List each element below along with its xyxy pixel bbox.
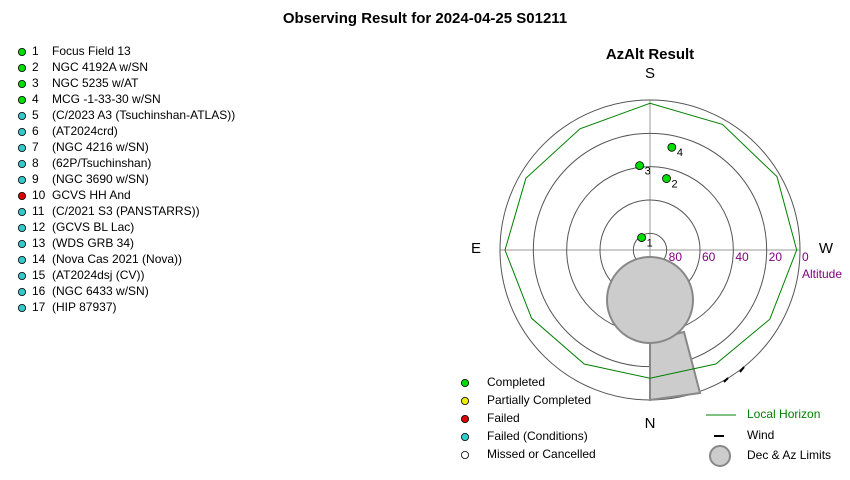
- legend-label: Completed: [487, 375, 545, 389]
- target-number: 1: [32, 44, 39, 58]
- point-label: 3: [645, 166, 651, 178]
- target-number: 16: [32, 284, 46, 298]
- target-name: (C/2023 A3 (Tsuchinshan-ATLAS)): [52, 108, 235, 122]
- status-dot: [17, 48, 26, 57]
- target-name: (AT2024dsj (CV)): [52, 268, 144, 282]
- point-label: 2: [671, 178, 677, 190]
- target-number: 12: [32, 220, 46, 234]
- legend-label: Failed (Conditions): [487, 429, 588, 443]
- status-dot: [17, 191, 26, 200]
- status-dot: [17, 287, 26, 296]
- status-dot: [17, 64, 26, 73]
- target-number: 9: [32, 172, 39, 186]
- legend-dot: [460, 378, 469, 387]
- legend-label: Missed or Cancelled: [487, 447, 596, 461]
- target-name: (Nova Cas 2021 (Nova)): [52, 252, 182, 266]
- point-label: 4: [677, 147, 683, 159]
- point: [667, 142, 677, 152]
- legend-dot: [460, 414, 469, 423]
- direction-label: N: [645, 415, 656, 432]
- point-label: 1: [647, 237, 653, 249]
- target-name: (C/2021 S3 (PANSTARRS)): [52, 204, 200, 218]
- legend-limits: [709, 445, 731, 467]
- r-tick-label: 40: [735, 250, 749, 264]
- target-name: NGC 4192A w/SN: [52, 60, 148, 74]
- page-title: Observing Result for 2024-04-25 S01211: [283, 10, 567, 27]
- target-number: 14: [32, 252, 46, 266]
- legend-dot: [460, 396, 469, 405]
- r-tick-label: 60: [702, 250, 716, 264]
- legend-label: Wind: [747, 428, 774, 442]
- point: [635, 161, 645, 171]
- status-dot: [17, 159, 26, 168]
- target-name: (NGC 6433 w/SN): [52, 284, 149, 298]
- status-dot: [17, 96, 26, 105]
- dec-limit: [606, 256, 694, 344]
- status-dot: [17, 80, 26, 89]
- target-name: NGC 5235 w/AT: [52, 76, 139, 90]
- legend-label: Dec & Az Limits: [747, 448, 831, 462]
- target-number: 6: [32, 124, 39, 138]
- target-name: (NGC 4216 w/SN): [52, 140, 149, 154]
- target-name: (NGC 3690 w/SN): [52, 172, 149, 186]
- status-dot: [17, 112, 26, 121]
- legend-label: Partially Completed: [487, 393, 591, 407]
- target-number: 17: [32, 300, 46, 314]
- status-dot: [17, 175, 26, 184]
- r-tick-label: 20: [769, 250, 783, 264]
- target-name: (AT2024crd): [52, 124, 118, 138]
- target-name: Focus Field 13: [52, 44, 131, 58]
- direction-label: E: [471, 240, 481, 257]
- target-name: MCG -1-33-30 w/SN: [52, 92, 161, 106]
- target-name: (WDS GRB 34): [52, 236, 134, 250]
- r-tick-label: 80: [669, 250, 683, 264]
- horizon-line: [504, 102, 798, 379]
- axis-title: Altitude: [802, 267, 842, 281]
- target-number: 2: [32, 60, 39, 74]
- target-number: 8: [32, 156, 39, 170]
- status-dot: [17, 239, 26, 248]
- chart-title: AzAlt Result: [606, 46, 694, 63]
- status-dot: [17, 255, 26, 264]
- point: [662, 174, 671, 183]
- status-dot: [17, 143, 26, 152]
- target-number: 11: [32, 204, 45, 218]
- direction-label: W: [819, 240, 834, 257]
- target-name: (HIP 87937): [52, 300, 116, 314]
- status-dot: [17, 127, 26, 136]
- point: [637, 233, 647, 242]
- target-number: 7: [32, 140, 39, 154]
- target-number: 4: [32, 92, 39, 106]
- status-dot: [17, 271, 26, 280]
- status-dot: [17, 223, 26, 232]
- direction-label: S: [645, 65, 655, 82]
- r-tick-label: 0: [802, 250, 809, 264]
- legend-dot: [460, 450, 469, 459]
- target-number: 10: [32, 188, 46, 202]
- target-number: 13: [32, 236, 46, 250]
- limits: [606, 256, 702, 402]
- legend-label: Local Horizon: [747, 407, 820, 421]
- target-number: 5: [32, 108, 39, 122]
- target-name: GCVS HH And: [52, 188, 131, 202]
- legend-dot: [460, 432, 469, 441]
- target-number: 15: [32, 268, 46, 282]
- target-name: (GCVS BL Lac): [52, 220, 134, 234]
- status-dot: [17, 303, 26, 312]
- status-dot: [17, 207, 26, 216]
- target-name: (62P/Tsuchinshan): [52, 156, 151, 170]
- target-number: 3: [32, 76, 39, 90]
- wind-mark: [723, 366, 745, 383]
- legend-label: Failed: [487, 411, 520, 425]
